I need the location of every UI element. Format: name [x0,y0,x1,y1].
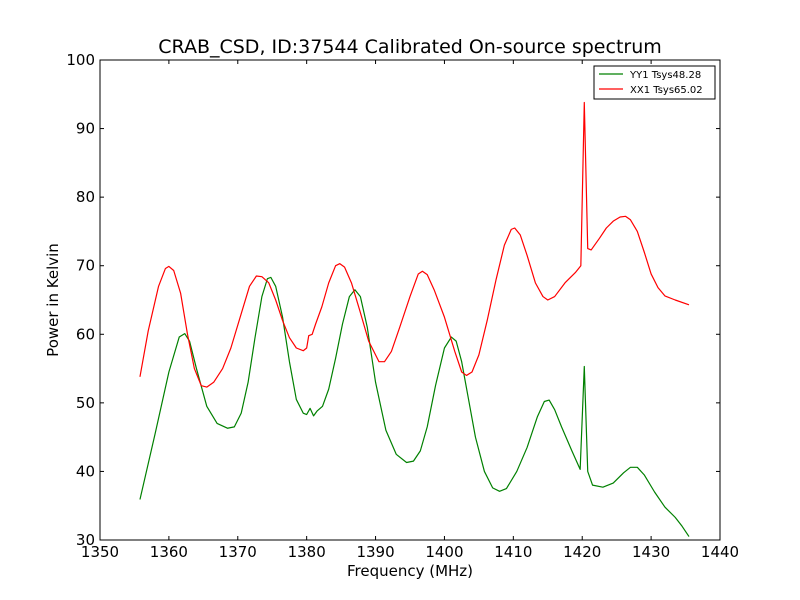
y-tick-label-6: 90 [76,120,95,138]
legend-box [593,65,716,100]
x-tick-label-4: 1390 [356,543,394,561]
y-tick-label-7: 100 [66,51,95,69]
legend-label-xx1: XX1 Tsys65.02 [630,85,703,96]
y-tick-label-2: 50 [76,394,95,412]
axis-ticks [99,59,721,541]
x-tick-label-2: 1370 [219,543,257,561]
x-tick-label-3: 1380 [288,543,326,561]
chart-title: CRAB_CSD, ID:37544 Calibrated On-source … [158,36,662,58]
series-line-0 [139,276,690,537]
x-tick-label-6: 1410 [494,543,532,561]
y-tick-label-4: 70 [76,257,95,275]
x-tick-label-5: 1400 [425,543,463,561]
x-tick-label-1: 1360 [150,543,188,561]
plot-frame [99,59,721,541]
legend: YY1 Tsys48.28 XX1 Tsys65.02 [593,65,716,100]
axis-tick-labels: 1350 1360 1370 1380 1390 1400 1410 1420 1430 1440… [66,51,739,561]
y-tick-label-0: 30 [76,531,95,549]
y-tick-label-5: 80 [76,188,95,206]
x-tick-label-8: 1430 [632,543,670,561]
x-tick-label-7: 1420 [563,543,601,561]
y-axis-label: Power in Kelvin [44,243,62,357]
x-tick-label-0: 1350 [81,543,119,561]
plot-lines [139,101,690,537]
x-tick-label-9: 1440 [701,543,739,561]
y-tick-label-1: 40 [76,462,95,480]
y-tick-label-3: 60 [76,325,95,343]
series-line-1 [139,101,690,388]
legend-label-yy1: YY1 Tsys48.28 [629,70,701,81]
x-axis-label: Frequency (MHz) [347,562,473,580]
